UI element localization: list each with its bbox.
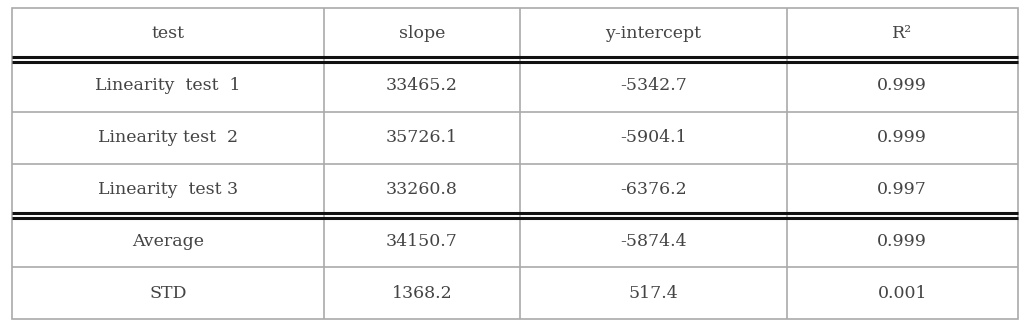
Text: R²: R² — [892, 26, 913, 43]
Text: 34150.7: 34150.7 — [386, 233, 458, 250]
Text: 0.999: 0.999 — [878, 129, 927, 146]
Text: 0.999: 0.999 — [878, 77, 927, 94]
Text: 33260.8: 33260.8 — [386, 181, 458, 198]
Text: Linearity  test 3: Linearity test 3 — [98, 181, 238, 198]
Text: -5874.4: -5874.4 — [620, 233, 687, 250]
Text: slope: slope — [399, 26, 445, 43]
Text: 0.999: 0.999 — [878, 233, 927, 250]
Text: 0.997: 0.997 — [878, 181, 927, 198]
Text: Average: Average — [132, 233, 204, 250]
Text: y-intercept: y-intercept — [606, 26, 701, 43]
Text: Linearity  test  1: Linearity test 1 — [95, 77, 241, 94]
Text: 0.001: 0.001 — [878, 284, 927, 301]
Text: 35726.1: 35726.1 — [386, 129, 458, 146]
Text: -5904.1: -5904.1 — [620, 129, 687, 146]
Text: 517.4: 517.4 — [628, 284, 678, 301]
Text: 33465.2: 33465.2 — [386, 77, 458, 94]
Text: test: test — [151, 26, 184, 43]
Text: -5342.7: -5342.7 — [620, 77, 687, 94]
Text: Linearity test  2: Linearity test 2 — [98, 129, 238, 146]
Text: 1368.2: 1368.2 — [391, 284, 452, 301]
Text: -6376.2: -6376.2 — [620, 181, 687, 198]
Text: STD: STD — [149, 284, 186, 301]
